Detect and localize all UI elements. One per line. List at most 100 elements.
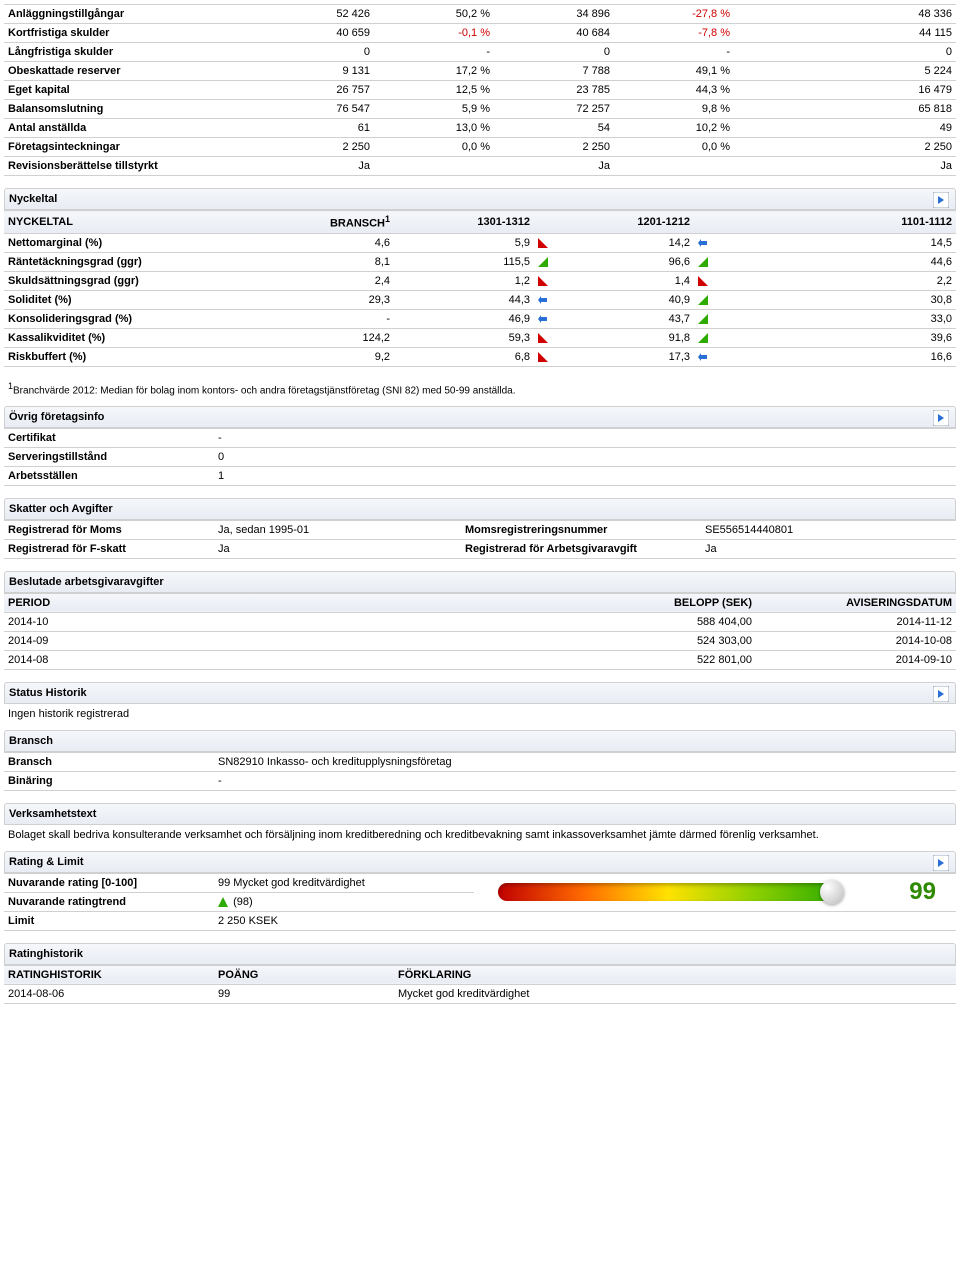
bransch-section: BranschSN82910 Inkasso- och kreditupplys… bbox=[4, 752, 956, 791]
row-i2 bbox=[694, 271, 714, 290]
nyckeltal-footnote: 1Branchvärde 2012: Median för bolag inom… bbox=[4, 379, 956, 406]
rating-header: Rating & Limit bbox=[4, 851, 956, 873]
historik-text: Ingen historik registrerad bbox=[4, 704, 956, 730]
table-row: Långfristiga skulder0-0-0 bbox=[4, 43, 956, 62]
trend-up-icon bbox=[218, 897, 228, 907]
rating-table: Nuvarande rating [0-100] 99 Mycket god k… bbox=[4, 873, 956, 931]
expand-icon[interactable] bbox=[933, 855, 949, 871]
table-row: Kassalikviditet (%)124,259,391,839,6 bbox=[4, 328, 956, 347]
row-c2: 14,2 bbox=[554, 233, 694, 252]
expand-icon[interactable] bbox=[933, 192, 949, 208]
arbgiv-value: Ja bbox=[705, 543, 952, 555]
row-i1 bbox=[534, 347, 554, 366]
row-c3: 14,5 bbox=[714, 233, 956, 252]
row-label: Antal anställda bbox=[4, 119, 254, 138]
table-row: Riskbuffert (%)9,26,817,316,6 bbox=[4, 347, 956, 366]
ovrig-header: Övrig företagsinfo bbox=[4, 406, 956, 428]
ovrig-title: Övrig företagsinfo bbox=[9, 411, 104, 423]
row-branch: 29,3 bbox=[254, 290, 394, 309]
row-v3: 0 bbox=[734, 43, 956, 62]
row-i1 bbox=[534, 233, 554, 252]
ratinghist-title: Ratinghistorik bbox=[9, 948, 83, 960]
row-v1: 61 bbox=[254, 119, 374, 138]
row-c2: 91,8 bbox=[554, 328, 694, 347]
fskatt-value: Ja bbox=[218, 543, 465, 555]
ratinghist-expl: Mycket god kreditvärdighet bbox=[394, 984, 956, 1003]
trend-ug-icon bbox=[538, 257, 548, 267]
row-v2: 40 684 bbox=[494, 24, 614, 43]
kv-val: 1 bbox=[218, 470, 952, 482]
trend-ug-icon bbox=[698, 257, 708, 267]
row-i2 bbox=[694, 347, 714, 366]
row-branch: 2,4 bbox=[254, 271, 394, 290]
rating-trend-label: Nuvarande ratingtrend bbox=[4, 892, 214, 911]
table-row: 2014-10588 404,002014-11-12 bbox=[4, 612, 956, 631]
row-c3: 39,6 bbox=[714, 328, 956, 347]
rating-gauge bbox=[478, 883, 894, 901]
expand-icon[interactable] bbox=[933, 410, 949, 426]
col-1301: 1301-1312 bbox=[394, 211, 534, 234]
table-row: Antal anställda6113,0 %5410,2 %49 bbox=[4, 119, 956, 138]
row-v2: Ja bbox=[494, 157, 614, 176]
bransch-title: Bransch bbox=[9, 735, 53, 747]
row-p2: 0,0 % bbox=[614, 138, 734, 157]
kv-key: Arbetsställen bbox=[8, 470, 218, 482]
moms-value: Ja, sedan 1995-01 bbox=[218, 524, 465, 536]
row-period: 2014-10 bbox=[4, 612, 254, 631]
row-v1: 0 bbox=[254, 43, 374, 62]
kv-row: Certifikat- bbox=[4, 428, 956, 448]
row-label: Konsolideringsgrad (%) bbox=[4, 309, 254, 328]
row-v2: 7 788 bbox=[494, 62, 614, 81]
col-nyckeltal: NYCKELTAL bbox=[4, 211, 254, 234]
row-i1 bbox=[534, 328, 554, 347]
table-row: Räntetäckningsgrad (ggr)8,1115,596,644,6 bbox=[4, 252, 956, 271]
row-v2: 72 257 bbox=[494, 100, 614, 119]
row-c1: 59,3 bbox=[394, 328, 534, 347]
row-i2 bbox=[694, 252, 714, 271]
nyckeltal-title: Nyckeltal bbox=[9, 193, 57, 205]
table-row: Balansomslutning76 5475,9 %72 2579,8 %65… bbox=[4, 100, 956, 119]
avgifter-title: Beslutade arbetsgivaravgifter bbox=[9, 576, 164, 588]
gauge-knob-icon bbox=[820, 880, 844, 904]
row-p1: 50,2 % bbox=[374, 5, 494, 24]
row-v1: 40 659 bbox=[254, 24, 374, 43]
row-c2: 17,3 bbox=[554, 347, 694, 366]
row-v1: 26 757 bbox=[254, 81, 374, 100]
row-label: Riskbuffert (%) bbox=[4, 347, 254, 366]
row-v2: 0 bbox=[494, 43, 614, 62]
row-belopp: 588 404,00 bbox=[254, 612, 756, 631]
kv-row: Arbetsställen1 bbox=[4, 467, 956, 486]
row-c1: 5,9 bbox=[394, 233, 534, 252]
row-i1 bbox=[534, 290, 554, 309]
row-label: Soliditet (%) bbox=[4, 290, 254, 309]
row-p2: -27,8 % bbox=[614, 5, 734, 24]
row-p1: 12,5 % bbox=[374, 81, 494, 100]
row-i1 bbox=[534, 271, 554, 290]
row-v2: 34 896 bbox=[494, 5, 614, 24]
kv-row: Serveringstillstånd0 bbox=[4, 448, 956, 467]
row-p1: -0,1 % bbox=[374, 24, 494, 43]
row-p2: 10,2 % bbox=[614, 119, 734, 138]
row-period: 2014-08 bbox=[4, 650, 254, 669]
row-v3: Ja bbox=[734, 157, 956, 176]
trend-dr-icon bbox=[538, 333, 548, 343]
row-v1: 2 250 bbox=[254, 138, 374, 157]
trend-lt-icon bbox=[698, 352, 708, 362]
row-v3: 65 818 bbox=[734, 100, 956, 119]
row-belopp: 522 801,00 bbox=[254, 650, 756, 669]
trend-dr-icon bbox=[538, 276, 548, 286]
balance-table: Anläggningstillgångar52 42650,2 %34 896-… bbox=[4, 4, 956, 176]
row-v3: 16 479 bbox=[734, 81, 956, 100]
rating-current-value: 99 Mycket god kreditvärdighet bbox=[214, 873, 474, 892]
verksamhet-text: Bolaget skall bedriva konsulterande verk… bbox=[4, 825, 956, 851]
limit-label: Limit bbox=[4, 911, 214, 930]
row-label: Skuldsättningsgrad (ggr) bbox=[4, 271, 254, 290]
table-row: Soliditet (%)29,344,340,930,8 bbox=[4, 290, 956, 309]
row-v3: 48 336 bbox=[734, 5, 956, 24]
row-avisering: 2014-10-08 bbox=[756, 631, 956, 650]
expand-icon[interactable] bbox=[933, 686, 949, 702]
row-p1 bbox=[374, 157, 494, 176]
row-p1: 17,2 % bbox=[374, 62, 494, 81]
row-branch: 124,2 bbox=[254, 328, 394, 347]
skatter-title: Skatter och Avgifter bbox=[9, 503, 113, 515]
